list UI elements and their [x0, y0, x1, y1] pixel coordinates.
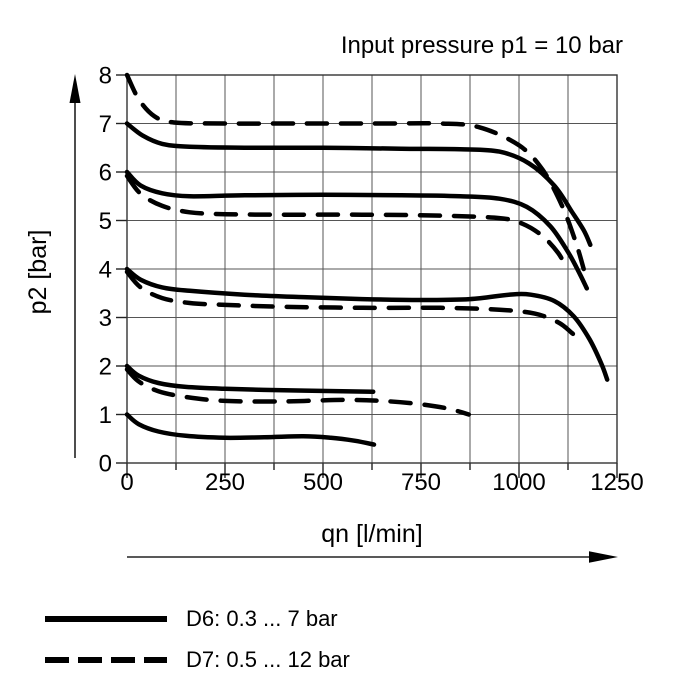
y-tick-label: 2: [99, 354, 112, 381]
grid-lines: [126, 74, 618, 464]
x-tick-label: 1250: [590, 469, 643, 496]
curve-d7-dashed: [124, 173, 570, 272]
solid-line-icon: [45, 616, 167, 622]
legend-label-d7: D7: 0.5 ... 12 bar: [186, 647, 350, 672]
legend: D6: 0.3 ... 7 bar D7: 0.5 ... 12 bar: [45, 604, 350, 675]
y-tick-label: 4: [99, 257, 112, 284]
curve-d7-dashed: [124, 367, 472, 417]
curve-d6-solid: [124, 121, 593, 248]
tick-labels: 0 1 2 3 4 5 6 7 8 0 250 500 750 1000 1250: [99, 63, 644, 497]
arrow-right-icon: [589, 551, 618, 563]
curve-d6-solid: [124, 169, 590, 291]
y-tick-label: 1: [99, 402, 112, 429]
y-axis-arrow: [69, 74, 81, 458]
curve-d6-solid: [124, 412, 377, 447]
axis-ticks: [116, 74, 618, 478]
curve-d7-dashed: [124, 72, 586, 272]
y-tick-label: 6: [99, 160, 112, 187]
legend-label-d6: D6: 0.3 ... 7 bar: [186, 606, 338, 631]
y-tick-label: 5: [99, 208, 112, 235]
y-tick-label: 8: [99, 63, 112, 90]
x-tick-label: 750: [401, 469, 441, 496]
chart-title: Input pressure p1 = 10 bar: [341, 32, 623, 59]
x-tick-label: 0: [120, 469, 133, 496]
x-axis-arrow: [127, 551, 618, 563]
y-tick-label: 3: [99, 305, 112, 332]
curve-d6-solid: [124, 363, 376, 394]
x-tick-label: 500: [303, 469, 343, 496]
x-tick-label: 1000: [492, 469, 545, 496]
x-tick-label: 250: [205, 469, 245, 496]
curves: [124, 72, 610, 447]
y-tick-label: 0: [99, 451, 112, 478]
y-axis-label: p2 [bar]: [24, 230, 52, 315]
x-axis-label: qn [l/min]: [321, 520, 422, 548]
dashed-line-icon: [45, 657, 167, 663]
legend-item-d7: D7: 0.5 ... 12 bar: [45, 645, 350, 675]
curve-d6-solid: [124, 266, 610, 382]
curve-d7-dashed: [124, 269, 581, 342]
legend-item-d6: D6: 0.3 ... 7 bar: [45, 604, 350, 634]
arrow-up-icon: [69, 74, 81, 103]
y-tick-label: 7: [99, 111, 112, 138]
